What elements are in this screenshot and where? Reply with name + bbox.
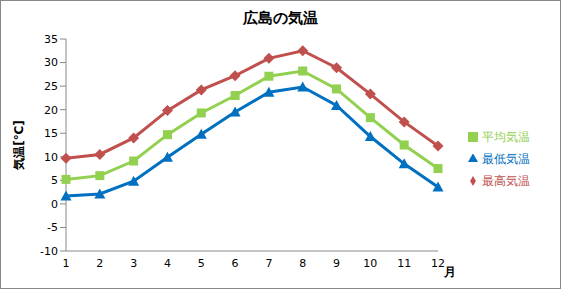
svg-text:5: 5 [51, 174, 58, 187]
svg-text:10: 10 [44, 151, 58, 164]
svg-text:月: 月 [443, 265, 456, 279]
svg-text:5: 5 [198, 257, 205, 270]
svg-text:0: 0 [51, 198, 58, 211]
svg-text:-10: -10 [40, 245, 58, 258]
html-text:広島の気温: 広島の気温 [243, 9, 318, 27]
svg-text:2: 2 [96, 257, 103, 270]
svg-text:6: 6 [232, 257, 239, 270]
svg-text:35: 35 [44, 33, 58, 46]
svg-text:8: 8 [299, 257, 306, 270]
svg-text:気温[℃]: 気温[℃] [12, 120, 26, 171]
svg-text:10: 10 [363, 257, 377, 270]
html-text:最高気温: 最高気温 [482, 173, 530, 188]
svg-text:12: 12 [431, 257, 445, 270]
svg-text:-5: -5 [47, 221, 58, 234]
svg-text:30: 30 [44, 56, 58, 69]
svg-text:9: 9 [333, 257, 340, 270]
svg-text:4: 4 [164, 257, 171, 270]
html-text:最低気温: 最低気温 [482, 151, 530, 166]
svg-text:15: 15 [44, 127, 58, 140]
svg-text:25: 25 [44, 80, 58, 93]
svg-text:1: 1 [63, 257, 70, 270]
svg-text:7: 7 [265, 257, 272, 270]
svg-text:3: 3 [130, 257, 137, 270]
svg-text:20: 20 [44, 104, 58, 117]
svg-text:11: 11 [397, 257, 411, 270]
html-text:平均気温: 平均気温 [482, 129, 530, 144]
